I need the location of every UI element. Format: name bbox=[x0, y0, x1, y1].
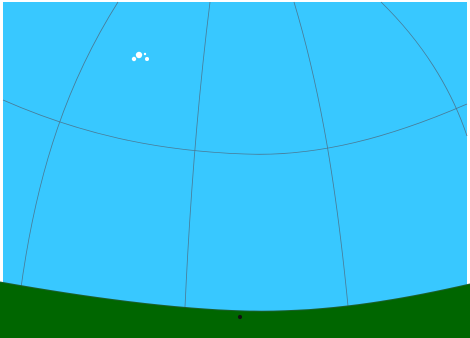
declination-line bbox=[2, 99, 468, 155]
grid-line-right-center bbox=[293, 1, 349, 307]
horizon-cursor-dot[interactable] bbox=[237, 314, 243, 320]
grid-line-far-right bbox=[380, 1, 468, 137]
grid-line-left bbox=[19, 1, 119, 296]
star-bright-3[interactable] bbox=[145, 57, 149, 61]
horizon-line bbox=[0, 281, 470, 312]
star-small-1[interactable] bbox=[143, 52, 147, 56]
star-bright-2[interactable] bbox=[131, 56, 137, 62]
sky-background[interactable] bbox=[3, 2, 467, 335]
ground-horizon bbox=[0, 282, 470, 338]
grid-line-center bbox=[184, 1, 211, 308]
star-bright-1[interactable] bbox=[135, 51, 143, 59]
